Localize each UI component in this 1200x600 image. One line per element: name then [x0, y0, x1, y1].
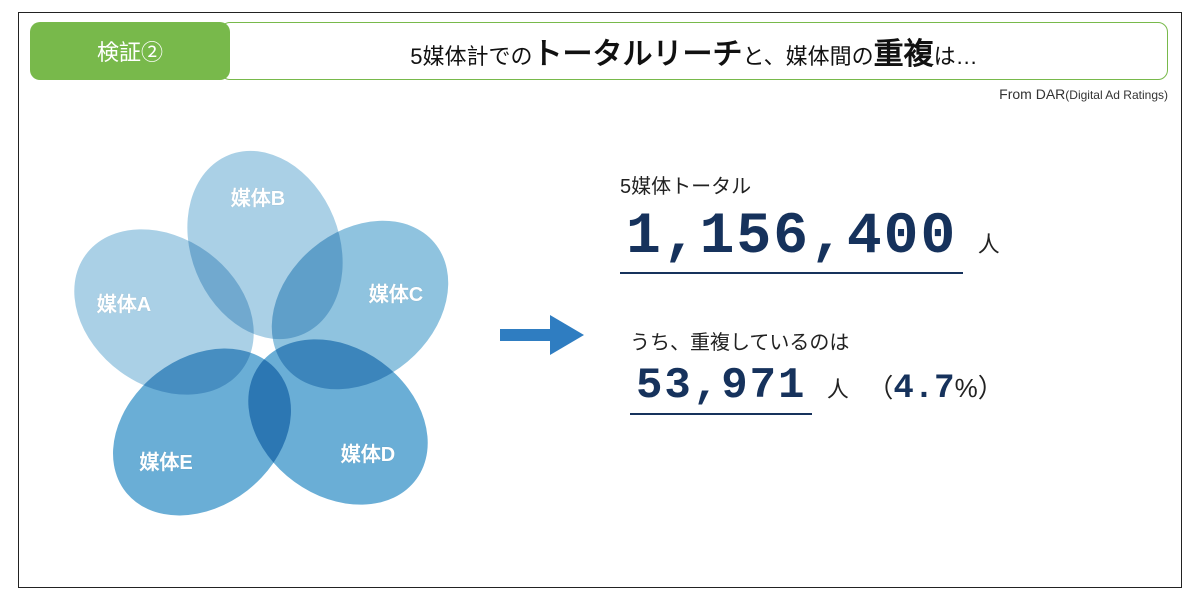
stat-overlap-label: うち、重複しているのは: [630, 326, 1160, 355]
header-badge-text: 検証②: [97, 35, 163, 67]
stat-total-label: 5媒体トータル: [620, 170, 1160, 199]
title-post: は…: [934, 44, 978, 69]
stat-overlap-pct-value: 4.7: [893, 370, 954, 408]
venn-label-D: 媒体D: [328, 438, 408, 467]
source-note: (Digital Ad Ratings): [1065, 88, 1168, 102]
venn-label-E: 媒体E: [126, 446, 206, 475]
venn-label-C: 媒体C: [356, 278, 436, 307]
stat-overlap-value: 53,971: [630, 361, 812, 415]
header-badge: 検証②: [30, 22, 230, 80]
source-prefix: From DAR: [999, 86, 1065, 102]
stat-overlap-pct: （4.7%）: [867, 373, 1003, 403]
stat-total-value: 1,156,400: [620, 205, 963, 274]
stat-overlap-block: うち、重複しているのは 53,971 人 （4.7%）: [620, 326, 1160, 415]
venn-label-A: 媒体A: [84, 288, 164, 317]
title-bold2: 重複: [874, 38, 934, 71]
arrow-icon: [500, 310, 590, 360]
title-mid: と、媒体間の: [743, 44, 874, 69]
source-attribution: From DAR(Digital Ad Ratings): [999, 86, 1168, 102]
stat-overlap-pct-unit: %: [955, 373, 978, 403]
venn-label-B: 媒体B: [218, 182, 298, 211]
header-title: 5媒体計でのトータルリーチと、媒体間の重複は…: [220, 22, 1168, 80]
stats-panel: 5媒体トータル 1,156,400 人 うち、重複しているのは 53,971 人…: [620, 170, 1160, 415]
venn-diagram: 媒体B 媒体C 媒体D 媒体E 媒体A: [40, 140, 480, 560]
title-pre: 5媒体計での: [410, 44, 532, 69]
stat-total-block: 5媒体トータル 1,156,400 人: [620, 170, 1160, 274]
title-bold1: トータルリーチ: [533, 38, 743, 71]
stat-total-unit: 人: [978, 232, 1000, 257]
stat-overlap-unit: 人: [827, 377, 849, 402]
